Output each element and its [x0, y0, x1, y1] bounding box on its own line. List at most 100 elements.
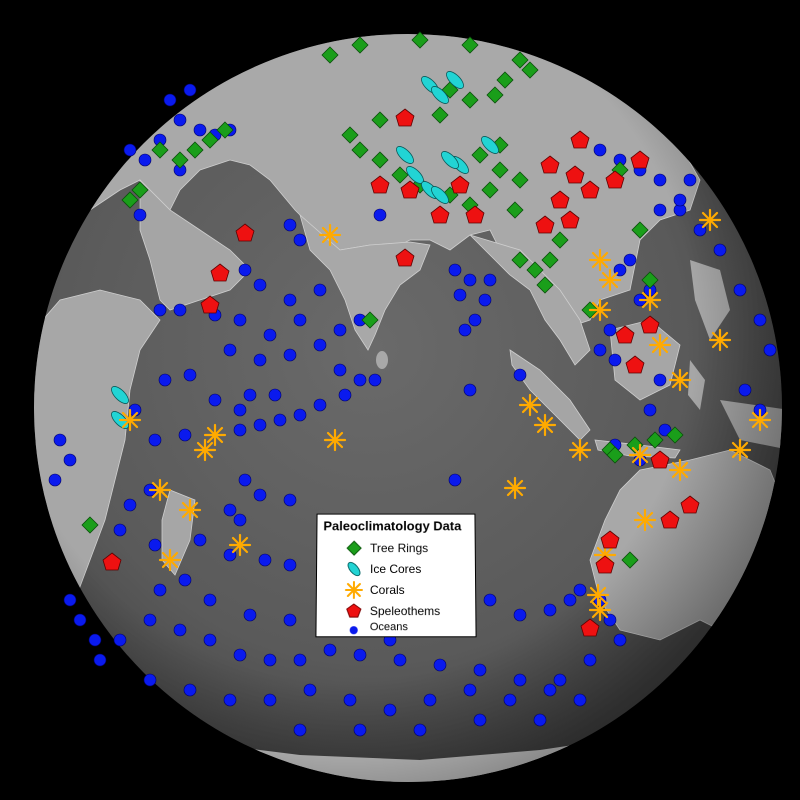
- ocean-core-marker: [283, 558, 297, 572]
- ocean-core-marker: [183, 683, 197, 697]
- ocean-core-marker: [183, 83, 197, 97]
- tree-ring-marker: [131, 181, 149, 199]
- ocean-core-marker: [738, 383, 752, 397]
- ocean-core-marker: [463, 683, 477, 697]
- legend-item-corals: Corals: [317, 580, 475, 600]
- green-diamond-icon: [344, 538, 364, 558]
- tree-ring-marker: [411, 31, 429, 49]
- ocean-core-marker: [53, 433, 67, 447]
- ocean-core-marker: [253, 278, 267, 292]
- ocean-core-marker: [163, 93, 177, 107]
- speleothem-marker: [370, 175, 390, 194]
- tree-ring-marker: [351, 141, 369, 159]
- legend-label-oceans: Oceans: [369, 621, 409, 634]
- ocean-core-marker: [483, 593, 497, 607]
- ocean-core-marker: [293, 233, 307, 247]
- ocean-core-marker: [208, 393, 222, 407]
- speleothem-marker: [605, 170, 625, 189]
- ocean-core-marker: [323, 643, 337, 657]
- tree-ring-marker: [511, 251, 529, 269]
- ocean-core-marker: [283, 218, 297, 232]
- ocean-core-marker: [453, 288, 467, 302]
- ocean-core-marker: [88, 633, 102, 647]
- ocean-core-marker: [593, 143, 607, 157]
- red-pentagon-icon: [344, 601, 364, 621]
- speleothem-marker: [570, 130, 590, 149]
- speleothem-marker: [650, 450, 670, 469]
- coral-marker: [598, 268, 622, 292]
- coral-marker: [518, 393, 542, 417]
- ice-core-marker: [431, 86, 449, 104]
- tree-ring-marker: [81, 516, 99, 534]
- ocean-core-marker: [283, 293, 297, 307]
- ocean-core-marker: [113, 633, 127, 647]
- coral-marker: [668, 368, 692, 392]
- ocean-core-marker: [368, 373, 382, 387]
- tree-ring-marker: [506, 201, 524, 219]
- coral-marker: [698, 208, 722, 232]
- ocean-core-marker: [148, 538, 162, 552]
- ocean-core-marker: [193, 533, 207, 547]
- coral-marker: [568, 438, 592, 462]
- ocean-core-marker: [338, 388, 352, 402]
- ocean-core-marker: [233, 423, 247, 437]
- coral-marker: [193, 438, 217, 462]
- ocean-core-marker: [173, 113, 187, 127]
- ocean-core-marker: [293, 723, 307, 737]
- tree-ring-marker: [491, 161, 509, 179]
- coral-marker: [586, 583, 610, 607]
- ocean-core-marker: [613, 633, 627, 647]
- coral-marker: [118, 408, 142, 432]
- tree-ring-marker: [431, 106, 449, 124]
- ocean-core-marker: [313, 338, 327, 352]
- ocean-core-marker: [263, 328, 277, 342]
- ocean-core-marker: [433, 658, 447, 672]
- tree-ring-marker: [511, 51, 529, 69]
- speleothem-marker: [465, 205, 485, 224]
- ocean-core-marker: [283, 613, 297, 627]
- ocean-core-marker: [158, 373, 172, 387]
- ice-core-marker: [396, 146, 414, 164]
- ocean-core-marker: [133, 208, 147, 222]
- speleothem-marker: [625, 355, 645, 374]
- ocean-core-marker: [373, 208, 387, 222]
- ocean-core-marker: [223, 693, 237, 707]
- coral-marker: [318, 223, 342, 247]
- coral-marker: [503, 476, 527, 500]
- speleothem-marker: [560, 210, 580, 229]
- speleothem-marker: [210, 263, 230, 282]
- ocean-core-marker: [253, 418, 267, 432]
- ocean-core-marker: [683, 173, 697, 187]
- ocean-core-marker: [293, 313, 307, 327]
- tree-ring-marker: [216, 121, 234, 139]
- tree-ring-marker: [461, 36, 479, 54]
- coral-marker: [728, 438, 752, 462]
- ocean-core-marker: [313, 398, 327, 412]
- ocean-core-marker: [223, 503, 237, 517]
- tree-ring-marker: [151, 141, 169, 159]
- ocean-core-marker: [653, 373, 667, 387]
- ocean-core-marker: [283, 348, 297, 362]
- ocean-core-marker: [253, 353, 267, 367]
- ocean-core-marker: [233, 513, 247, 527]
- speleothem-marker: [235, 223, 255, 242]
- ocean-core-marker: [223, 343, 237, 357]
- speleothem-marker: [102, 552, 122, 571]
- ocean-core-marker: [733, 283, 747, 297]
- tree-ring-marker: [201, 131, 219, 149]
- ocean-core-marker: [333, 323, 347, 337]
- tree-ring-marker: [496, 71, 514, 89]
- ocean-core-marker: [713, 243, 727, 257]
- legend-title: Paleoclimatology Data: [323, 518, 462, 534]
- ice-core-marker: [431, 186, 449, 204]
- ocean-core-marker: [233, 313, 247, 327]
- ocean-core-marker: [543, 603, 557, 617]
- speleothem-marker: [430, 205, 450, 224]
- ocean-core-marker: [573, 693, 587, 707]
- ocean-core-marker: [63, 453, 77, 467]
- ocean-core-marker: [313, 283, 327, 297]
- speleothem-marker: [615, 325, 635, 344]
- tree-ring-marker: [186, 141, 204, 159]
- tree-ring-marker: [391, 166, 409, 184]
- speleothem-marker: [400, 180, 420, 199]
